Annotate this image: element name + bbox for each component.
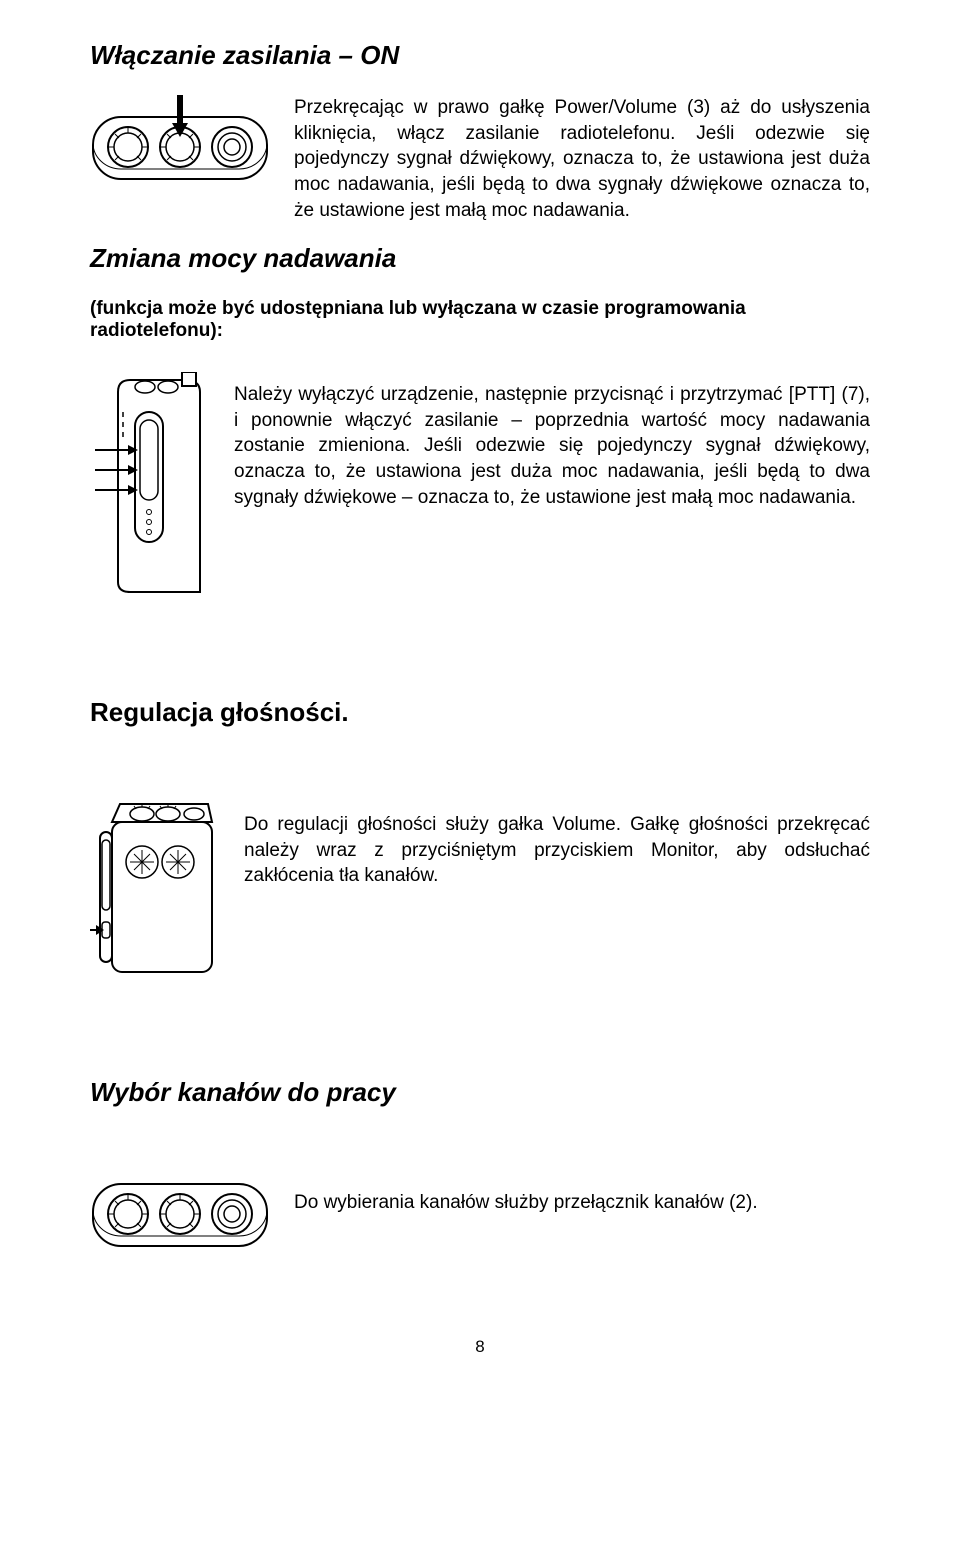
section-title-power-on: Włączanie zasilania – ON [90,40,870,71]
power-on-body: Przekręcając w prawo gałkę Power/Volume … [294,95,870,223]
power-on-row: Przekręcając w prawo gałkę Power/Volume … [90,95,870,223]
volume-row: Do regulacji głośności służy gałka Volum… [90,792,870,987]
volume-body: Do regulacji głośności służy gałka Volum… [244,812,870,889]
radio-volume-illustration [90,792,220,987]
channels-body: Do wybierania kanałów służby przełącznik… [294,1190,758,1216]
radio-top-illustration-2 [90,1172,270,1267]
section-title-volume: Regulacja głośności. [90,697,870,728]
section-title-tx-power: Zmiana mocy nadawania [90,243,870,274]
tx-power-row: Należy wyłączyć urządzenie, następnie pr… [90,372,870,607]
radio-top-illustration-1 [90,95,270,200]
tx-power-body: Należy wyłączyć urządzenie, następnie pr… [234,382,870,510]
channels-row: Do wybierania kanałów służby przełącznik… [90,1172,870,1267]
tx-power-subhead: (funkcja może być udostępniana lub wyłąc… [90,298,870,342]
radio-side-illustration [90,372,210,607]
page-number: 8 [90,1337,870,1357]
section-title-channels: Wybór kanałów do pracy [90,1077,870,1108]
